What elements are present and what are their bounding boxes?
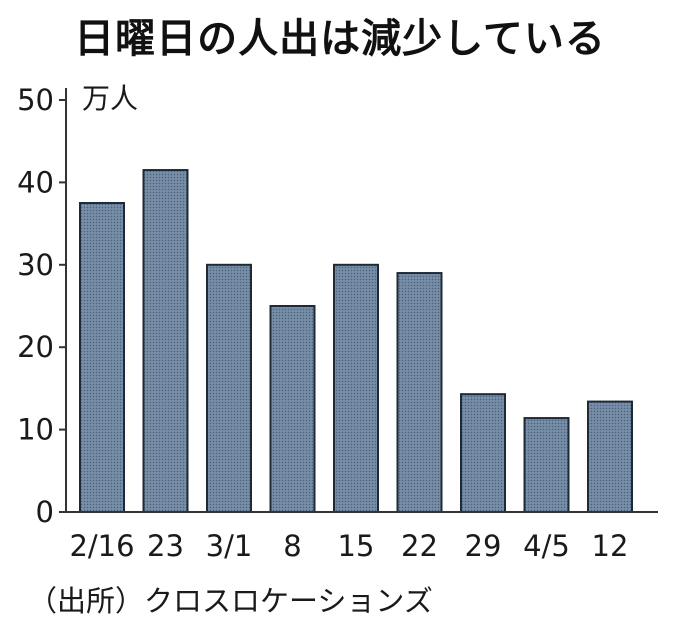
y-tick-label: 20	[17, 330, 54, 364]
bar-8	[269, 305, 316, 513]
x-tick-label: 8	[283, 529, 301, 563]
y-tick-label: 10	[17, 413, 54, 447]
bar-3/1	[206, 263, 252, 513]
x-tick-label: 4/5	[523, 529, 570, 563]
x-tick-label: 22	[401, 529, 438, 563]
y-tick-label: 40	[17, 165, 54, 199]
bar-12	[587, 400, 633, 514]
bars	[79, 169, 633, 514]
bar-22	[396, 272, 443, 514]
x-tick-label: 29	[465, 529, 502, 563]
bar-4/5	[523, 417, 570, 513]
x-tick-label: 3/1	[206, 529, 253, 563]
x-axis: 2/16 23 3/1 8 15 22 29 4/5 12	[66, 511, 658, 563]
x-tick-label: 2/16	[69, 529, 134, 563]
y-axis-unit: 万人	[82, 82, 138, 115]
source-note: （出所）クロスロケーションズ	[28, 584, 433, 618]
y-tick-label: 0	[36, 495, 54, 529]
x-tick-label: 15	[338, 529, 375, 563]
bar-29	[460, 393, 506, 513]
y-tick-label: 30	[17, 248, 54, 282]
bar-23	[142, 169, 189, 513]
chart-title: 日曜日の人出は減少している	[74, 16, 606, 62]
bar-15	[333, 263, 379, 513]
y-tick-label: 50	[17, 83, 54, 117]
x-tick-label: 12	[592, 529, 629, 563]
bar-2/16	[79, 202, 125, 513]
y-axis: 0 10 20 30 40 50	[17, 83, 67, 529]
x-tick-label: 23	[147, 529, 184, 563]
